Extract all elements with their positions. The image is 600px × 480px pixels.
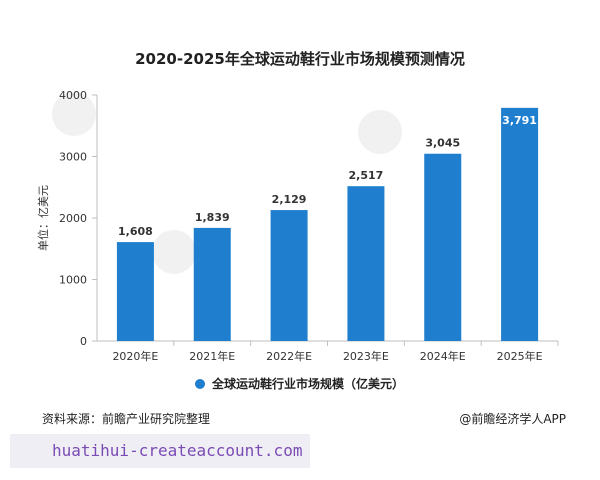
x-tick-label: 2024年E bbox=[420, 349, 466, 363]
bar bbox=[501, 107, 539, 341]
watermark-url: huatihui-createaccount.com bbox=[10, 434, 310, 468]
legend-label: 全球运动鞋行业市场规模（亿美元） bbox=[211, 376, 404, 391]
bar-chart: 0 1000 2000 3000 4000 单位：亿美元 2020年E 1,608 2021年E… bbox=[36, 89, 559, 391]
data-label: 3,791 bbox=[502, 114, 537, 127]
data-label: 2,517 bbox=[349, 169, 384, 182]
bar bbox=[193, 227, 231, 341]
data-label: 1,839 bbox=[195, 211, 230, 224]
y-tick-label: 4000 bbox=[59, 89, 87, 102]
legend-marker bbox=[195, 379, 205, 389]
watermark-logo-icon bbox=[52, 92, 96, 136]
brand-credit: @前瞻经济学人APP bbox=[459, 412, 566, 426]
chart-title: 2020-2025年全球运动鞋行业市场规模预测情况 bbox=[135, 50, 465, 68]
y-tick-label: 3000 bbox=[59, 151, 87, 164]
x-tick-label: 2021年E bbox=[189, 349, 235, 363]
bar bbox=[347, 186, 385, 341]
y-tick-label: 2000 bbox=[59, 212, 87, 225]
y-axis-title: 单位：亿美元 bbox=[36, 185, 50, 251]
watermark-logo-icon bbox=[152, 230, 196, 274]
data-label: 1,608 bbox=[118, 225, 153, 238]
x-tick-label: 2023年E bbox=[343, 349, 389, 363]
y-tick-label: 1000 bbox=[59, 274, 87, 287]
x-tick-label: 2022年E bbox=[266, 349, 312, 363]
bar bbox=[270, 210, 308, 341]
watermark-logo-icon bbox=[358, 110, 402, 154]
bar bbox=[424, 153, 462, 341]
y-tick-label: 0 bbox=[80, 335, 87, 348]
data-label: 2,129 bbox=[272, 193, 307, 206]
x-tick-label: 2020年E bbox=[112, 349, 158, 363]
data-label: 3,045 bbox=[425, 137, 460, 150]
source-note: 资料来源：前瞻产业研究院整理 bbox=[42, 412, 211, 426]
bar bbox=[116, 242, 154, 341]
x-tick-label: 2025年E bbox=[497, 349, 543, 363]
